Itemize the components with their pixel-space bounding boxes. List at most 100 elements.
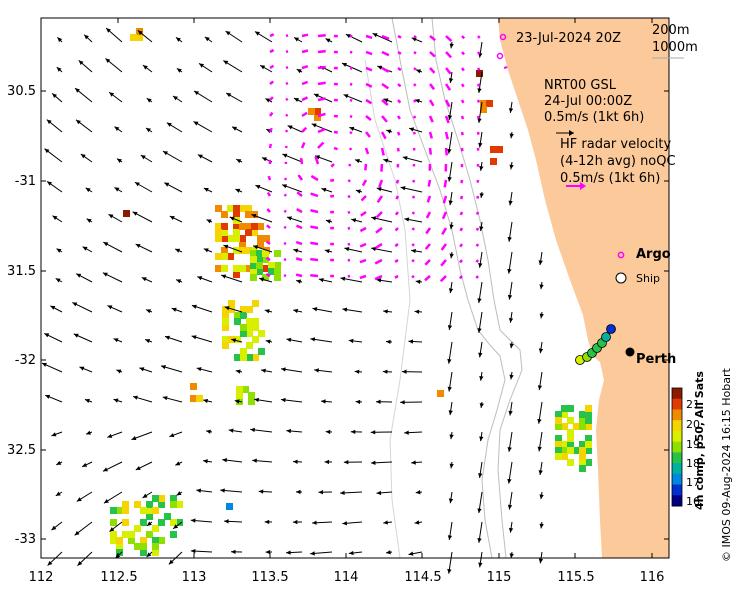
hf-arrow [428, 147, 433, 155]
sst-pixel [233, 223, 240, 230]
sst-pixel [248, 392, 255, 399]
axis-ticks [40, 18, 669, 558]
sst-pixel [152, 543, 159, 550]
argo-label: Argo [636, 247, 671, 262]
sst-pixel [573, 447, 580, 454]
gsl-arrow-head [255, 184, 261, 189]
sst-pixel [268, 262, 275, 269]
gsl-arrow-head [146, 98, 152, 103]
gsl-arrow-head [479, 375, 484, 381]
sst-pixel [122, 501, 129, 508]
hf-arrow [268, 143, 273, 149]
gsl-arrow-head [231, 549, 236, 555]
argo-markers [496, 33, 507, 60]
sst-pixel [140, 537, 147, 544]
gsl-arrow-head [50, 305, 56, 310]
hf-arrow [428, 99, 435, 107]
hf-arrow [310, 225, 319, 230]
gsl-scale-arrowhead [569, 130, 574, 136]
ship-track [575, 324, 635, 365]
gsl-arrow-head [176, 279, 182, 284]
gsl-arrow-head [538, 470, 543, 475]
gsl-arrow-head [141, 277, 147, 282]
sst-pixel [274, 268, 281, 275]
hf-arrow [333, 146, 338, 151]
gsl-arrow-head [310, 337, 316, 342]
gsl-arrow-head [282, 184, 288, 189]
hf-arrow [296, 191, 303, 197]
colorbar-tick-label: 21 [686, 398, 700, 411]
hf-arrow [285, 34, 289, 38]
hf-arrow [301, 33, 309, 38]
gsl-arrow-head [477, 538, 482, 543]
gsl-arrow-head [55, 278, 61, 283]
gsl-arrow-head [176, 68, 182, 73]
gsl-arrow-head [371, 246, 377, 252]
gsl-arrow-head [113, 338, 119, 343]
gsl-arrow-head [135, 244, 141, 248]
sst-pixel [573, 423, 580, 430]
hf-arrow [475, 259, 480, 263]
gsl-arrow-head [109, 92, 115, 97]
gsl-arrow-head [176, 491, 182, 496]
sst-pixel [146, 501, 153, 508]
sst-pixel [221, 247, 228, 254]
hf-arrow [476, 51, 481, 55]
hf-arrow [425, 227, 432, 235]
colorbar-swatch [672, 388, 682, 400]
gsl-arrow-head [146, 309, 152, 314]
hf-arrow [347, 226, 351, 230]
x-tick-label: 113.5 [251, 570, 289, 585]
gsl-arrow-head [509, 343, 514, 349]
hf-arrow [285, 97, 289, 102]
gsl-arrow-head [175, 37, 181, 42]
gsl-arrow-head [80, 154, 86, 159]
gsl-arrow-head [507, 268, 512, 274]
hf-arrow [397, 50, 402, 55]
gsl-arrow-head [447, 386, 452, 392]
gsl-arrow-head [116, 158, 122, 163]
gsl-arrow-head [171, 307, 177, 312]
sst-pixel [234, 318, 241, 325]
gsl-arrow-head [411, 37, 417, 42]
gsl-arrow-head [310, 551, 315, 556]
gsl-arrow-head [372, 33, 378, 38]
gsl-arrow-head [286, 216, 292, 221]
hf-arrow [413, 34, 417, 39]
hf-label: HF radar velocity [560, 137, 672, 152]
sst-pixel [215, 223, 222, 230]
hf-arrow [284, 145, 288, 149]
gsl-arrow-head [131, 436, 137, 441]
gsl-arrow-head [162, 151, 168, 156]
hf-arrow [365, 82, 373, 88]
sst-pixel [240, 354, 247, 361]
gsl-arrow-head [293, 308, 299, 314]
sst-pixel [256, 262, 263, 269]
gsl-arrow-head [371, 216, 377, 221]
isobath [431, 17, 523, 559]
gsl-arrow-head [223, 244, 229, 249]
hf-arrow [317, 81, 326, 86]
gsl-arrow-head [197, 154, 203, 159]
gsl-label: NRT00 GSL [544, 78, 616, 93]
gsl-arrow-head [383, 520, 388, 525]
gsl-arrow-head [311, 123, 317, 128]
hf-arrow [427, 179, 432, 187]
gsl-arrow-head [348, 338, 354, 344]
gsl-arrow-head [51, 432, 57, 437]
hf-arrow [310, 192, 319, 198]
hf-scale-arrowhead [580, 182, 586, 190]
hf-arrow [365, 34, 373, 39]
hf-arrow [284, 129, 289, 133]
x-tick-label: 113 [181, 570, 207, 585]
sst-pixel [555, 453, 562, 460]
gsl-arrow-head [164, 335, 170, 340]
gsl-arrow-head [477, 298, 482, 304]
sst-pixel [233, 205, 240, 212]
gsl-arrow-head [400, 400, 405, 405]
sst-pixel [170, 519, 177, 526]
hf-arrow [374, 274, 383, 281]
colorbar-title: 4h comp, p50, All Sats [693, 371, 706, 510]
gsl-arrow-head [318, 489, 323, 495]
gsl-arrow-head [166, 122, 172, 127]
